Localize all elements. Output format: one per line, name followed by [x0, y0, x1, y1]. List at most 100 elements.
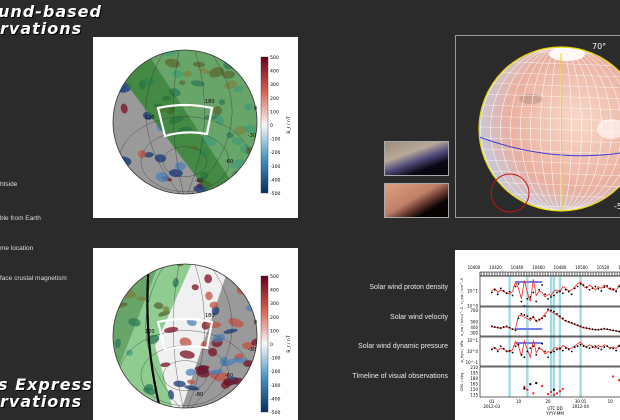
x-tick-label: 30 01 [575, 399, 587, 404]
model-series-line [491, 309, 620, 333]
longitude-label: 180 [205, 99, 215, 105]
crustal-field-map: 120 180 0 -30 -60 -80 500 400 300 200 100 0 -100 -200… [112, 49, 292, 197]
longitude-line [187, 50, 205, 194]
observed-point [615, 349, 618, 352]
y-tick-label: 150 [470, 387, 478, 392]
field-anomaly [163, 326, 179, 333]
event-marker [508, 276, 511, 397]
observed-point [561, 349, 564, 352]
observed-point [508, 290, 511, 293]
observed-point [556, 291, 558, 294]
observed-point [558, 347, 561, 350]
observed-point [493, 347, 496, 350]
field-anomaly [223, 378, 234, 386]
observed-point [499, 327, 502, 329]
observed-point [514, 285, 517, 288]
colorbar-tick-label: -100 [270, 356, 281, 362]
title-line: s Express [0, 375, 93, 394]
label-timeline: Timeline of visual observations [352, 373, 448, 380]
observed-point [550, 296, 552, 298]
observed-point [615, 290, 618, 293]
longitude-line [490, 47, 620, 211]
observed-point [490, 291, 493, 294]
observed-point [505, 292, 508, 295]
observed-point [520, 353, 523, 356]
colorbar-tick-label: 0 [270, 342, 273, 348]
field-anomaly [113, 292, 121, 299]
longitude-line [190, 264, 233, 408]
field-anomaly [131, 180, 139, 186]
field-anomaly [179, 337, 192, 348]
longitude-line [187, 264, 205, 408]
observed-point [564, 347, 567, 350]
title-line: rvations [0, 392, 83, 411]
observed-point [582, 326, 585, 329]
field-anomaly [239, 53, 249, 62]
y-tick-label: 195 [470, 371, 478, 376]
observation-point [523, 385, 526, 388]
observed-point [558, 315, 561, 317]
observed-point [535, 353, 538, 356]
field-anomaly [133, 401, 146, 407]
observation-point [550, 390, 553, 393]
latitude-label: -30 [248, 347, 256, 353]
longitude-line [172, 264, 184, 408]
colorbar-tick-label: 500 [270, 274, 279, 280]
observed-point [579, 343, 582, 346]
observed-point [523, 305, 526, 307]
y-tick-label: 180 [470, 376, 478, 381]
observed-point [520, 312, 523, 315]
observed-point [612, 347, 615, 350]
globe-surface [479, 47, 620, 211]
observation-point [618, 379, 620, 382]
observed-point [582, 345, 585, 348]
y-axis-label: n_sw / cm^-3 [459, 278, 464, 304]
observed-point [606, 284, 609, 287]
longitude-label: 0 [254, 320, 257, 326]
observed-point [538, 318, 541, 321]
field-anomaly [251, 58, 257, 64]
y-axis-label: CML / deg [459, 372, 464, 391]
colorbar-tick-label: 300 [270, 82, 279, 88]
observed-point [579, 282, 582, 285]
observed-point [517, 343, 520, 346]
observation-point [555, 392, 558, 395]
latitude-line [162, 360, 208, 391]
observed-point [493, 326, 496, 328]
observed-point [502, 347, 505, 350]
observed-point [573, 346, 576, 348]
observed-point [576, 324, 579, 327]
colorbar-tick-label: -400 [270, 177, 281, 183]
equator-line [479, 136, 620, 157]
colorbar-tick-label: -300 [270, 164, 281, 170]
colorbar [260, 275, 269, 413]
observed-point [606, 328, 609, 331]
observed-point [514, 345, 517, 348]
observed-point [597, 328, 600, 331]
note-visible-from-earth: ble from Earth [0, 215, 41, 222]
observed-point [576, 345, 579, 348]
observed-point [609, 347, 612, 350]
observed-point [514, 329, 517, 332]
x-tick-label: 10 [516, 399, 522, 404]
field-anomaly [238, 53, 249, 62]
observed-point [526, 315, 529, 317]
observed-point [496, 293, 499, 296]
observed-point [544, 350, 547, 353]
field-anomaly [243, 360, 254, 367]
observation-point [529, 383, 532, 386]
field-anomaly [251, 264, 257, 274]
y-tick-label: 10^0 [467, 304, 478, 309]
latitude-label: -60 [225, 159, 233, 165]
field-anomaly [223, 328, 238, 334]
observed-point [582, 284, 585, 286]
observed-point [535, 319, 538, 322]
observation-point [552, 388, 555, 391]
colorbar [260, 56, 269, 194]
longitude-label: 120 [145, 329, 155, 335]
observed-point [600, 328, 603, 331]
observed-point [532, 291, 535, 294]
cloud [597, 119, 620, 139]
latitude-label: -80 [195, 178, 203, 184]
colorbar-label: B_r / nT [286, 335, 292, 353]
